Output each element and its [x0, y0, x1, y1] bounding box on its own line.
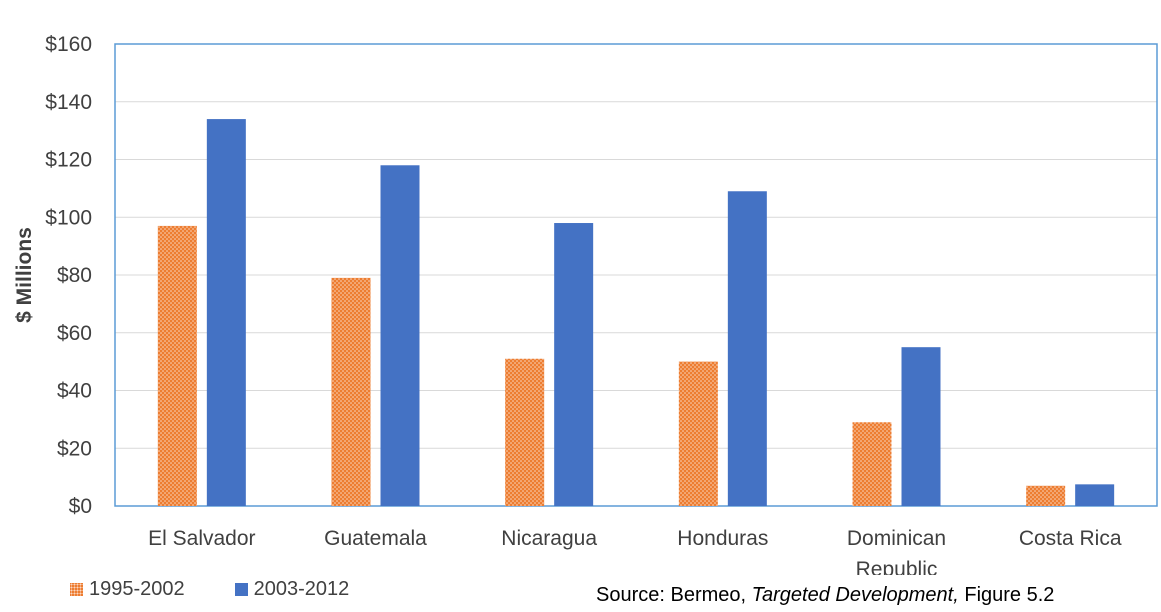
bar-1-dominican-republic: [852, 422, 892, 506]
bar-2-guatemala: [380, 165, 420, 506]
y-tick-label: $0: [69, 495, 92, 518]
x-category-label: Costa Rica: [1019, 527, 1122, 550]
bar-1-costa-rica: [1026, 485, 1066, 506]
y-axis-label: $ Millions: [13, 227, 36, 323]
bar-2-dominican-republic: [901, 347, 941, 506]
y-tick-label: $80: [57, 264, 92, 287]
bar-1-nicaragua: [505, 358, 545, 506]
bar-2-nicaragua: [554, 223, 594, 506]
bar-2-honduras: [727, 191, 767, 506]
source-suffix: Figure 5.2: [958, 584, 1055, 606]
y-axis-ticks: $0 $20 $40 $60 $80 $100 $120 $140 $160: [45, 33, 92, 518]
plot-area-border: [114, 43, 1158, 507]
bars: [157, 119, 1115, 506]
legend-label-series-2: 2003-2012: [253, 578, 350, 600]
y-tick-label: $100: [45, 206, 92, 229]
x-category-label: Honduras: [677, 527, 768, 550]
bar-1-el-salvador: [157, 225, 197, 506]
bar-chart: $0 $20 $40 $60 $80 $100 $120 $140 $160 El Salvad…: [13, 33, 1158, 575]
bar-2-costa-rica: [1075, 484, 1115, 506]
legend-swatch-series-1: [70, 583, 83, 596]
legend-label-series-1: 1995-2002: [89, 578, 185, 600]
source-title: Targeted Development,: [751, 584, 959, 606]
y-tick-label: $20: [57, 437, 92, 460]
y-tick-label: $160: [45, 33, 92, 56]
y-tick-label: $140: [45, 91, 92, 114]
x-category-label: Dominican Republic: [847, 527, 946, 575]
x-axis-categories: El Salvador Guatemala Nicaragua Honduras Dom…: [148, 527, 1122, 575]
gridlines: [115, 101, 1157, 449]
x-category-label: Guatemala: [324, 527, 427, 550]
y-tick-label: $60: [57, 322, 92, 345]
source-note: Source: Bermeo, Targeted Development, Fi…: [596, 584, 1054, 607]
legend-swatch-series-2: [234, 583, 248, 596]
x-category-label: El Salvador: [148, 527, 255, 550]
y-tick-label: $120: [45, 149, 92, 172]
x-category-label: Nicaragua: [501, 527, 597, 550]
legend-item-series-2: 2003-2012: [234, 578, 350, 601]
bar-2-el-salvador: [206, 119, 246, 506]
source-prefix: Source: Bermeo,: [596, 584, 752, 606]
y-tick-label: $40: [57, 380, 92, 403]
bar-1-honduras: [678, 361, 718, 506]
bar-1-guatemala: [331, 277, 371, 506]
legend-item-series-1: 1995-2002: [70, 578, 185, 601]
legend: 1995-2002 2003-2012: [70, 578, 399, 601]
